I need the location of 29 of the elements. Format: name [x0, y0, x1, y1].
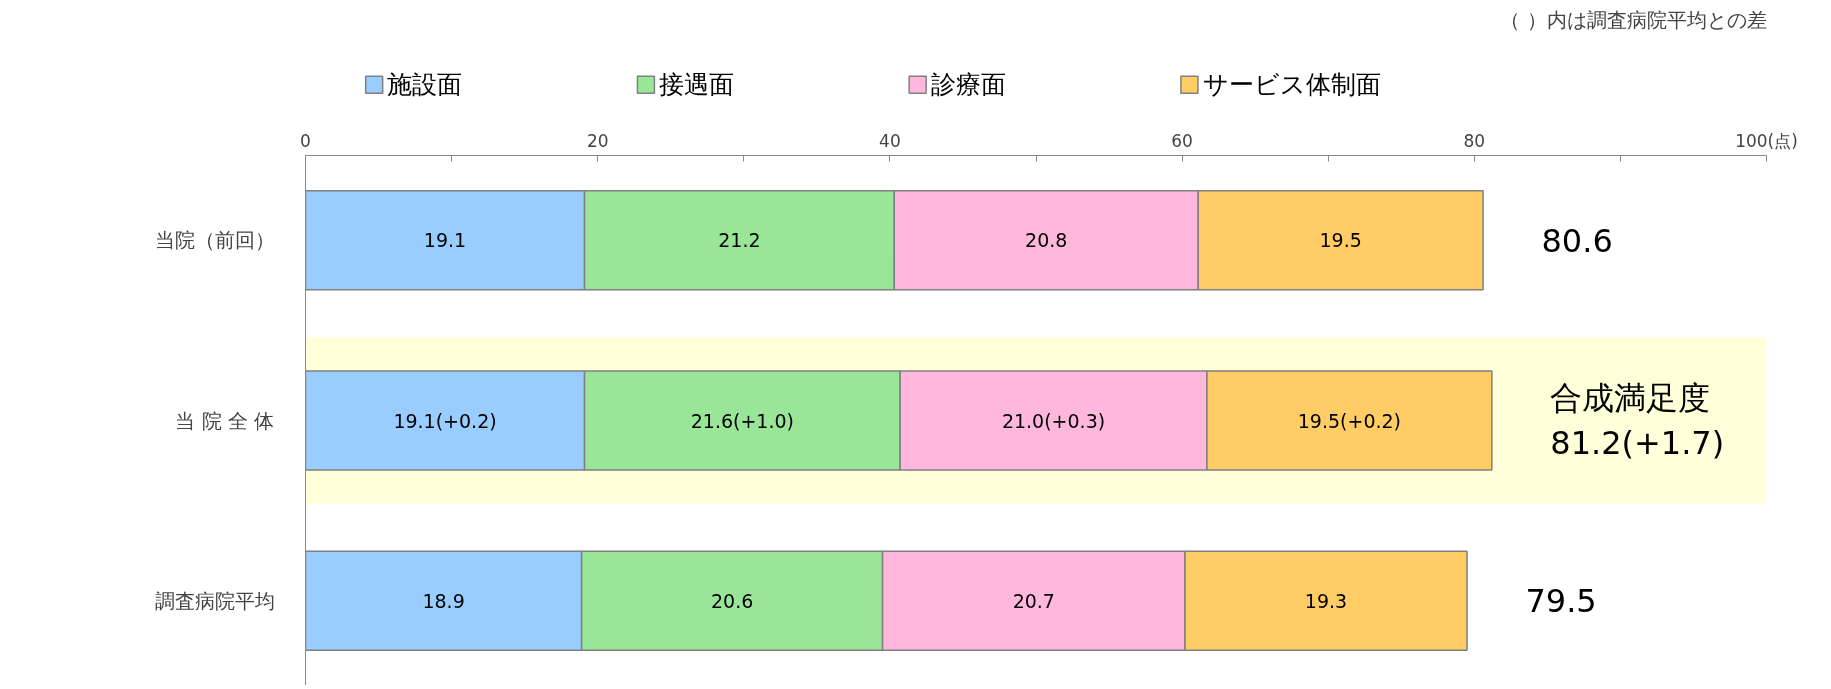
legend-label: 施設面	[387, 70, 463, 100]
data-label: 21.0(+0.3)	[1001, 409, 1106, 432]
legend-label: 診療面	[930, 70, 1006, 100]
text: （ ）内は調査病院平均との差	[1500, 7, 1767, 32]
data-label: 21.6(+1.0)	[690, 409, 794, 432]
data-label: 18.9	[422, 589, 465, 612]
total-label: 79.5	[1525, 582, 1597, 621]
data-label: 20.8	[1025, 229, 1068, 252]
x-tick-label: 80	[1463, 130, 1486, 151]
x-tick-label: 0	[300, 130, 311, 151]
total-label: 合成満足度 81.2(+1.7)	[1550, 378, 1725, 463]
data-label: 20.6	[710, 589, 754, 612]
y-tick-label: 当 院 全 体	[175, 408, 275, 433]
y-tick-label: 当院（前回）	[154, 228, 275, 253]
x-tick-label: 20	[586, 130, 609, 151]
data-label: 20.7	[1012, 589, 1055, 612]
data-label: 19.5	[1319, 229, 1362, 252]
data-label: 21.2	[718, 229, 761, 252]
y-tick-label: 調査病院平均	[154, 588, 275, 613]
x-tick-label: 100(点)	[1735, 130, 1798, 151]
total-label: 80.6	[1541, 221, 1613, 260]
data-label: 19.3	[1304, 589, 1348, 612]
data-label: 19.1(+0.2)	[393, 409, 497, 432]
data-label: 19.1	[423, 229, 467, 252]
x-tick-label: 40	[879, 130, 901, 151]
x-tick-label: 60	[1171, 130, 1193, 151]
legend-label: 接遇面	[659, 70, 735, 100]
data-label: 19.5(+0.2)	[1297, 409, 1402, 432]
legend-label: サービス体制面	[1202, 70, 1381, 100]
